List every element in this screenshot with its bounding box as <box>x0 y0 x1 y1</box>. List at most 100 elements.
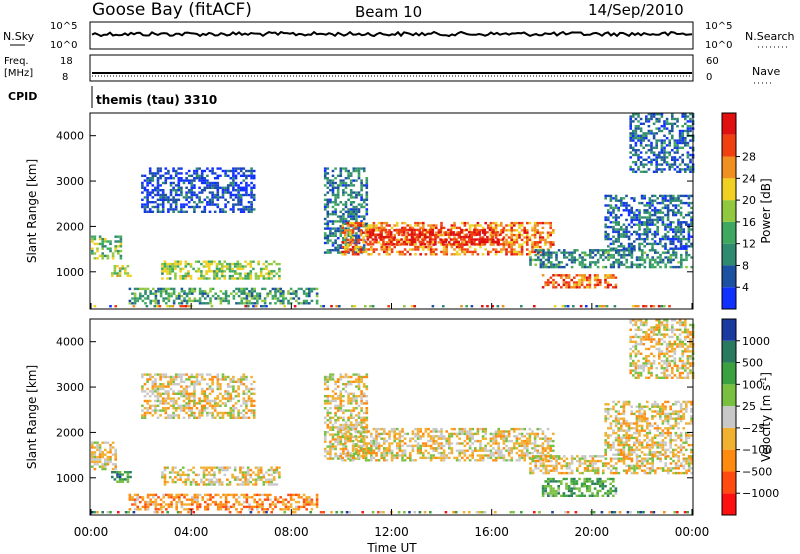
heatmap-cell <box>357 383 361 386</box>
heatmap-cell <box>211 387 214 391</box>
heatmap-cell <box>339 184 343 187</box>
heatmap-cell <box>653 242 657 246</box>
heatmap-cell <box>596 251 600 254</box>
heatmap-cell <box>502 236 506 239</box>
heatmap-cell <box>352 416 356 419</box>
heatmap-cell <box>560 261 563 264</box>
heatmap-cell <box>139 292 142 295</box>
y-tick-label: 3000 <box>56 175 84 188</box>
heatmap-cell <box>664 225 667 229</box>
heatmap-cell <box>625 233 628 236</box>
heatmap-cell <box>193 172 196 175</box>
heatmap-cell <box>91 252 94 255</box>
heatmap-cell <box>235 292 238 295</box>
heatmap-cell <box>161 409 165 412</box>
heatmap-cell <box>614 228 618 231</box>
heatmap-cell <box>336 416 340 419</box>
heatmap-cell <box>250 203 253 206</box>
heatmap-cell <box>452 231 455 234</box>
heatmap-cell <box>375 451 378 455</box>
heatmap-cell <box>207 473 211 477</box>
heatmap-cell <box>583 276 586 279</box>
heatmap-cell <box>342 203 345 206</box>
heatmap-cell <box>646 235 649 238</box>
heatmap-cell <box>161 189 165 192</box>
heatmap-cell <box>365 193 369 197</box>
heatmap-cell <box>174 471 177 474</box>
heatmap-cell <box>437 241 441 244</box>
heatmap-cell <box>384 231 388 234</box>
heatmap-cell <box>357 373 361 376</box>
heatmap-cell <box>620 233 623 236</box>
heatmap-cell <box>300 505 303 509</box>
heatmap-cell <box>154 390 157 393</box>
heatmap-cell <box>665 144 669 147</box>
heatmap-cell <box>375 248 378 251</box>
heatmap-cell <box>326 380 330 383</box>
heatmap-cell <box>421 243 424 246</box>
heatmap-cell <box>101 237 104 241</box>
heatmap-cell <box>415 228 419 232</box>
heatmap-cell <box>164 181 168 185</box>
heatmap-cell <box>533 226 537 230</box>
heatmap-cell <box>427 245 430 249</box>
heatmap-cell <box>491 240 494 244</box>
heatmap-cell <box>329 440 332 443</box>
heatmap-cell <box>362 447 366 451</box>
heatmap-cell <box>372 250 376 254</box>
heatmap-cell <box>342 229 345 233</box>
heatmap-cell <box>606 286 610 289</box>
heatmap-cell <box>598 305 601 308</box>
heatmap-cell <box>172 208 175 211</box>
heatmap-cell <box>224 378 227 381</box>
heatmap-cell <box>643 209 646 212</box>
heatmap-cell <box>682 221 685 224</box>
heatmap-cell <box>370 253 373 256</box>
heatmap-cell <box>383 245 386 249</box>
heatmap-cell <box>370 224 373 227</box>
heatmap-cell <box>159 294 163 298</box>
heatmap-cell <box>672 194 675 198</box>
heatmap-cell <box>428 228 432 232</box>
heatmap-cell <box>248 302 251 305</box>
heatmap-cell <box>351 248 355 251</box>
heatmap-cell <box>193 179 196 182</box>
heatmap-cell <box>656 263 660 266</box>
heatmap-cell <box>240 493 243 497</box>
heatmap-cell <box>198 409 201 412</box>
heatmap-cell <box>646 209 649 212</box>
heatmap-cell <box>638 263 641 266</box>
heatmap-cell <box>156 397 160 400</box>
heatmap-cell <box>219 174 222 177</box>
heatmap-cell <box>93 463 97 466</box>
heatmap-cell <box>167 395 170 398</box>
heatmap-cell <box>604 251 608 254</box>
heatmap-cell <box>497 250 500 254</box>
heatmap-cell <box>422 221 425 225</box>
heatmap-cell <box>206 505 210 509</box>
heatmap-cell <box>171 468 175 472</box>
heatmap-cell <box>650 146 653 149</box>
heatmap-cell <box>457 243 461 246</box>
heatmap-cell <box>221 402 225 405</box>
heatmap-cell <box>371 243 375 246</box>
heatmap-cell <box>609 213 613 217</box>
heatmap-cell <box>628 253 631 257</box>
heatmap-cell <box>220 468 224 472</box>
heatmap-cell <box>252 177 256 180</box>
heatmap-cell <box>349 402 353 405</box>
heatmap-cell <box>282 302 285 305</box>
heatmap-cell <box>435 226 438 230</box>
heatmap-cell <box>544 281 547 284</box>
heatmap-cell <box>237 203 240 206</box>
heatmap-cell <box>685 253 688 257</box>
heatmap-cell <box>520 233 524 237</box>
heatmap-cell <box>423 243 427 246</box>
heatmap-cell <box>450 226 454 230</box>
heatmap-cell <box>423 238 427 241</box>
heatmap-cell <box>492 248 495 251</box>
heatmap-cell <box>643 258 647 262</box>
heatmap-cell <box>369 305 372 308</box>
heatmap-cell <box>185 378 188 381</box>
heatmap-cell <box>164 407 168 410</box>
